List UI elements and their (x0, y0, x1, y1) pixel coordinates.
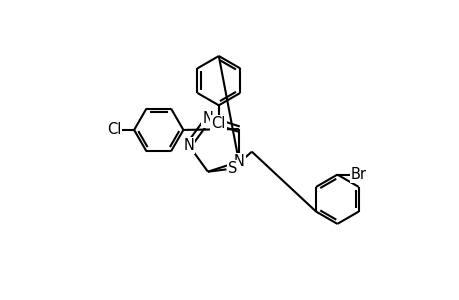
Text: N: N (233, 154, 244, 169)
Text: Cl: Cl (106, 122, 121, 137)
Text: N: N (183, 138, 194, 153)
Text: Br: Br (350, 167, 366, 182)
Text: Cl: Cl (211, 116, 225, 131)
Text: S: S (227, 161, 237, 176)
Text: N: N (202, 112, 213, 127)
